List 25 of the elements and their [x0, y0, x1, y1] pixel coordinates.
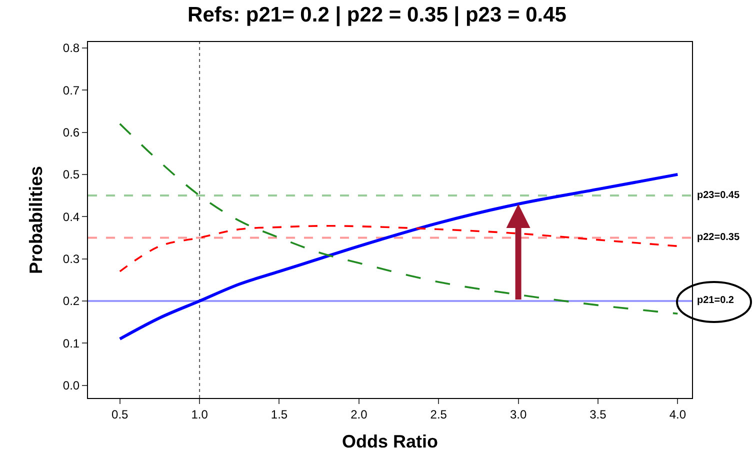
x-tick-label: 0.5	[112, 407, 129, 422]
x-tick-label: 3.0	[510, 407, 527, 422]
x-tick-label: 2.0	[350, 407, 368, 422]
y-tick-label: 0.6	[62, 125, 80, 140]
y-tick-label: 0.0	[62, 378, 80, 393]
x-tick-label: 2.5	[430, 407, 448, 422]
y-axis-title: Probabilities	[26, 166, 46, 274]
y-tick-label: 0.3	[62, 252, 80, 266]
ref-line-label: p22=0.35	[697, 232, 740, 243]
y-tick-label: 0.7	[62, 83, 80, 98]
x-tick-label: 3.5	[590, 407, 607, 422]
chart-title: Refs: p21= 0.2 | p22 = 0.35 | p23 = 0.45	[188, 4, 567, 27]
line-series	[118, 224, 679, 272]
ref-line-label: p23=0.45	[697, 190, 740, 201]
y-tick-label: 0.1	[62, 336, 80, 350]
line-series	[118, 172, 680, 340]
y-tick-label: 0.2	[62, 294, 80, 308]
y-tick-label: 0.8	[62, 41, 80, 56]
x-tick-label: 1.5	[270, 407, 288, 422]
x-axis-title: Odds Ratio	[342, 432, 438, 452]
y-tick-label: 0.4	[62, 210, 80, 224]
ref-line-label: p21=0.2	[697, 295, 734, 306]
x-tick-label: 1.0	[191, 407, 208, 422]
x-tick-label: 4.0	[669, 407, 686, 422]
y-tick-label: 0.5	[62, 168, 80, 182]
